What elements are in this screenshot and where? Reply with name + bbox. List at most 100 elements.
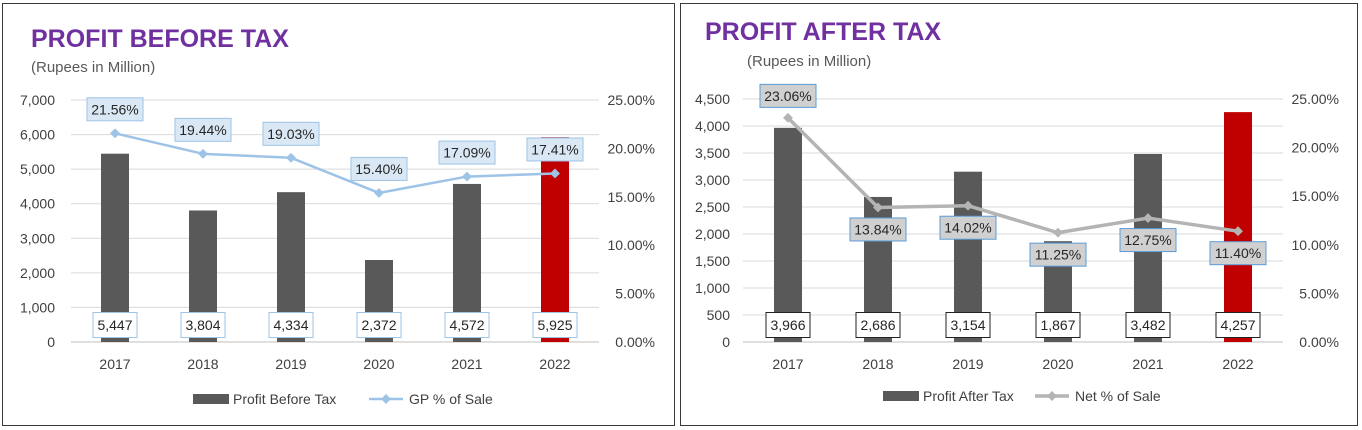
line-data-label: 19.44% xyxy=(179,122,226,138)
x-tick-label: 2018 xyxy=(187,356,218,372)
line-data-label-box xyxy=(86,97,144,122)
bar-data-label: 2,686 xyxy=(860,317,895,333)
line-data-label: 12.75% xyxy=(1124,232,1171,248)
y-tick-label: 3,500 xyxy=(695,145,730,161)
y2-tick-label: 25.00% xyxy=(1292,91,1339,107)
y-tick-label: 5,000 xyxy=(20,161,55,177)
bar-data-label-box xyxy=(1215,312,1261,338)
line-data-label: 11.40% xyxy=(1215,245,1261,261)
bar-2022 xyxy=(541,137,569,342)
line-marker xyxy=(110,128,120,139)
y2-tick-label: 10.00% xyxy=(608,237,655,253)
line-net-of-sale xyxy=(786,116,1239,235)
y2-tick-label: 0.00% xyxy=(615,334,655,350)
bar-data-label: 5,447 xyxy=(97,317,132,333)
y-tick-label: 1,500 xyxy=(695,253,730,269)
bar-data-label-box xyxy=(1035,312,1081,338)
bar-data-label-box xyxy=(945,312,991,338)
y2-tick-label: 25.00% xyxy=(608,92,655,108)
y-tick-label: 4,000 xyxy=(20,196,55,212)
bar-data-label: 4,257 xyxy=(1220,317,1255,333)
legend-swatch-marker xyxy=(1047,391,1057,401)
line-data-label: 19.03% xyxy=(267,126,314,142)
line-data-label: 15.40% xyxy=(355,161,402,177)
line-data-label-box xyxy=(350,156,408,181)
line-marker xyxy=(550,168,560,179)
line-marker xyxy=(198,148,208,159)
y2-tick-label: 20.00% xyxy=(608,140,655,156)
line-marker xyxy=(462,171,472,182)
line-data-label: 11.25% xyxy=(1035,247,1081,263)
bar-data-label: 4,334 xyxy=(273,317,308,333)
line-data-label-box xyxy=(849,217,907,242)
bar-2017 xyxy=(101,153,129,342)
y-tick-label: 7,000 xyxy=(20,92,55,108)
x-tick-label: 2018 xyxy=(862,356,893,372)
x-tick-label: 2021 xyxy=(451,356,482,372)
line-data-label-box xyxy=(262,121,320,146)
line-data-label-box xyxy=(1029,242,1087,267)
bar-data-label-box xyxy=(855,312,901,338)
line-data-label: 14.02% xyxy=(944,220,991,236)
line-marker xyxy=(1053,227,1063,238)
legend-swatch-marker xyxy=(381,394,391,404)
line-marker xyxy=(1233,226,1243,237)
legend-label: GP % of Sale xyxy=(409,391,493,407)
y-tick-label: 3,000 xyxy=(20,230,55,246)
bar-data-label-box xyxy=(444,312,490,338)
line-data-label-box xyxy=(939,215,997,240)
legend-label: Profit Before Tax xyxy=(233,391,336,407)
profit-after-tax-chart: PROFIT AFTER TAX (Rupees in Million) 0 50… xyxy=(680,3,1358,426)
x-tick-label: 2017 xyxy=(772,356,803,372)
line-marker xyxy=(374,187,384,198)
bar-data-label: 2,372 xyxy=(361,317,396,333)
line-data-label: 17.09% xyxy=(443,145,490,161)
y-tick-label: 2,000 xyxy=(695,226,730,242)
bar-data-label: 3,482 xyxy=(1130,317,1165,333)
line-data-label-box xyxy=(1209,241,1267,266)
bar-data-label-box xyxy=(765,312,811,338)
y-tick-label: 2,500 xyxy=(695,199,730,215)
line-data-label-box xyxy=(438,140,496,165)
profit-before-tax-svg: PROFIT BEFORE TAX (Rupees in Million) 0 1… xyxy=(20,25,655,407)
y-tick-label: 4,000 xyxy=(695,118,730,134)
legend-label: Net % of Sale xyxy=(1075,388,1161,404)
bar-data-label-box xyxy=(92,312,138,338)
bar-data-label: 5,925 xyxy=(537,317,572,333)
chart-subtitle: (Rupees in Million) xyxy=(31,59,155,76)
line-gp-of-sale xyxy=(114,132,556,195)
y-tick-label: 2,000 xyxy=(20,265,55,281)
y-tick-label: 6,000 xyxy=(20,127,55,143)
y2-tick-label: 10.00% xyxy=(1292,237,1339,253)
legend-swatch-bar xyxy=(883,391,919,401)
x-tick-label: 2017 xyxy=(99,356,130,372)
y-tick-label: 500 xyxy=(707,307,731,323)
profit-before-tax-chart: PROFIT BEFORE TAX (Rupees in Million) 0 1… xyxy=(2,3,675,426)
y2-tick-label: 5.00% xyxy=(615,286,655,302)
y2-tick-label: 15.00% xyxy=(608,189,655,205)
legend-swatch-bar xyxy=(193,394,229,404)
line-marker xyxy=(873,202,883,213)
y-tick-label: 3,000 xyxy=(695,172,730,188)
x-tick-label: 2021 xyxy=(1132,356,1163,372)
line-marker xyxy=(1143,213,1153,224)
y-tick-label: 1,000 xyxy=(20,299,55,315)
chart-subtitle: (Rupees in Million) xyxy=(747,53,871,70)
line-data-label: 13.84% xyxy=(854,221,901,237)
x-tick-label: 2020 xyxy=(363,356,394,372)
line-data-label-box xyxy=(174,117,232,142)
bar-data-label: 3,154 xyxy=(950,317,985,333)
bar-data-label: 1,867 xyxy=(1040,317,1075,333)
bar-data-label-box xyxy=(532,312,578,338)
line-data-label: 23.06% xyxy=(764,88,811,104)
x-tick-label: 2020 xyxy=(1042,356,1073,372)
bar-2017 xyxy=(774,127,802,342)
x-tick-label: 2022 xyxy=(1222,356,1253,372)
bar-data-label-box xyxy=(180,312,226,338)
line-data-label-box xyxy=(1119,228,1177,253)
x-tick-label: 2019 xyxy=(952,356,983,372)
legend-label: Profit After Tax xyxy=(923,388,1014,404)
line-data-label: 17.41% xyxy=(531,141,578,157)
line-marker xyxy=(286,152,296,163)
bar-data-label-box xyxy=(356,312,402,338)
